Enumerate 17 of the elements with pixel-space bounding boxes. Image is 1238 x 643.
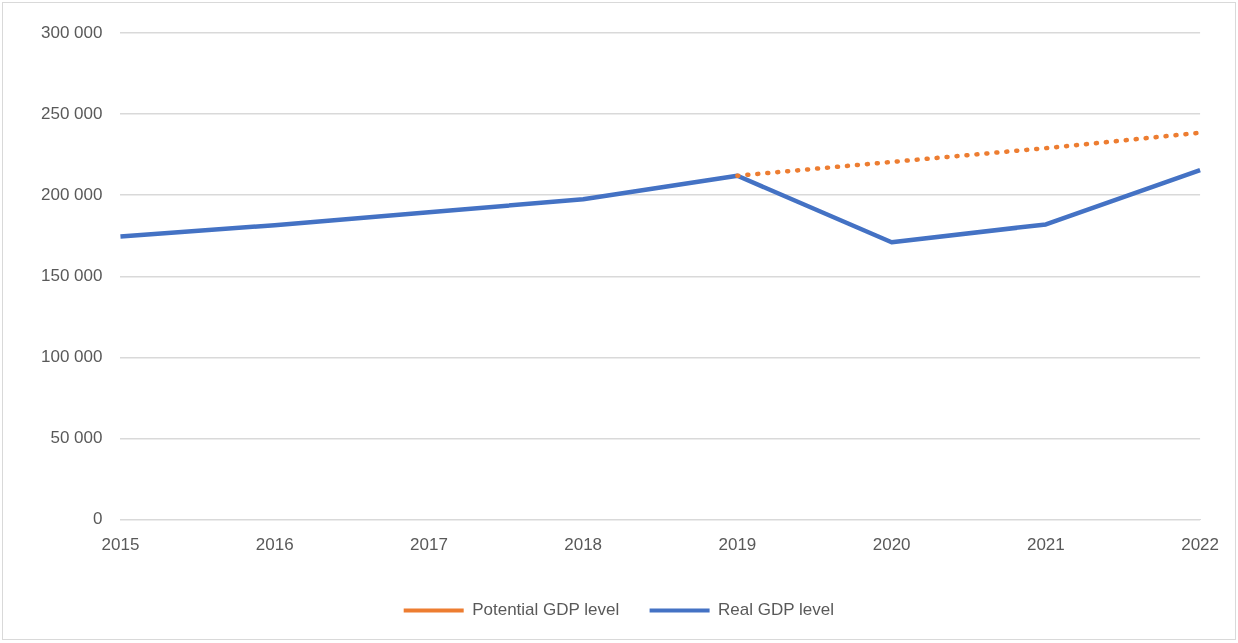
- y-tick-label: 150 000: [41, 265, 103, 285]
- y-tick-label: 50 000: [50, 428, 103, 448]
- x-tick-label: 2019: [718, 535, 757, 555]
- x-tick-label: 2016: [255, 535, 294, 555]
- x-tick-label: 2021: [1026, 535, 1065, 555]
- x-tick-label: 2015: [101, 535, 140, 555]
- legend-label: Potential GDP level: [472, 600, 620, 620]
- legend-label: Real GDP level: [718, 600, 834, 620]
- y-tick-label: 0: [92, 509, 103, 529]
- y-tick-label: 300 000: [41, 22, 103, 42]
- y-tick-label: 250 000: [41, 103, 103, 123]
- y-tick-label: 200 000: [41, 184, 103, 204]
- y-tick-label: 100 000: [41, 347, 103, 367]
- x-tick-label: 2017: [410, 535, 448, 555]
- x-tick-label: 2022: [1181, 535, 1219, 555]
- x-tick-label: 2018: [564, 535, 603, 555]
- x-tick-label: 2020: [872, 535, 911, 555]
